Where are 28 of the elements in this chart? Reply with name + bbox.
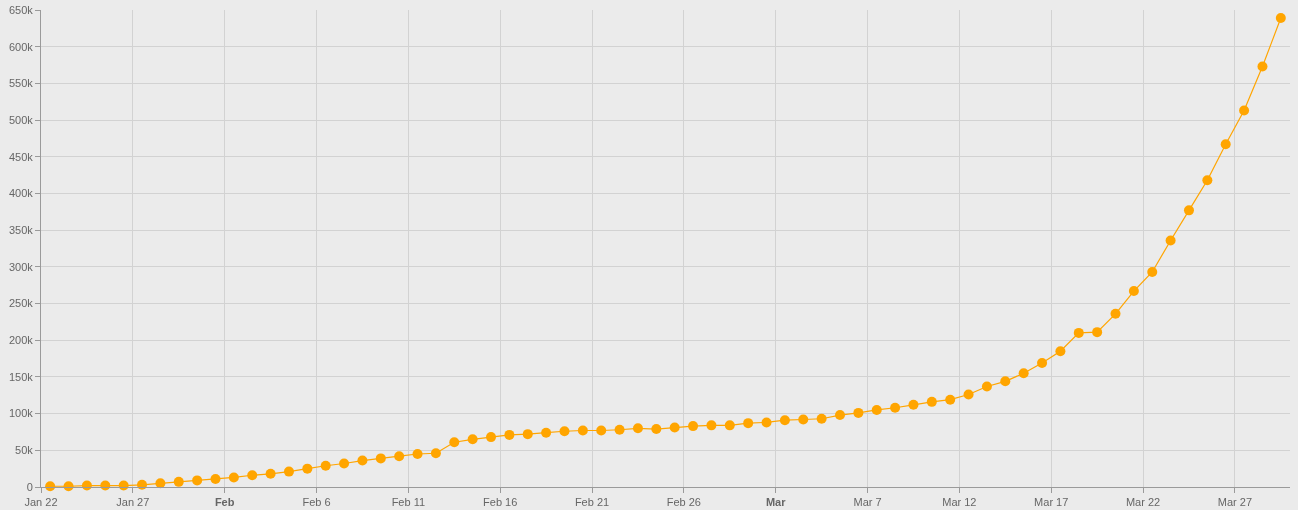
y-tick-label: 500k — [8, 113, 34, 126]
y-tick-label: 50k — [15, 444, 34, 457]
y-tick-label: 0 — [26, 480, 33, 493]
y-tick-label: 600k — [8, 40, 34, 53]
x-tick-label: Feb 6 — [302, 496, 331, 509]
x-tick-label: Jan 22 — [24, 496, 58, 509]
y-tick-label: 150k — [8, 370, 34, 383]
x-tick-label: Mar 12 — [942, 496, 977, 509]
y-tick-label: 650k — [8, 3, 34, 16]
x-tick-label: Mar 17 — [1034, 496, 1069, 509]
y-tick-label: 550k — [8, 77, 34, 90]
x-tick-label: Feb 16 — [483, 496, 518, 509]
x-tick-label: Mar 7 — [853, 496, 882, 509]
x-tick-label: Feb 26 — [666, 496, 701, 509]
x-tick-label: Feb — [214, 496, 235, 509]
x-tick-label: Mar 27 — [1217, 496, 1253, 509]
y-tick-label: 350k — [8, 224, 34, 236]
y-tick-label: 100k — [8, 407, 34, 420]
y-tick-label: 400k — [8, 187, 34, 200]
x-tick-label: Jan 27 — [116, 496, 150, 509]
x-tick-label: Mar — [765, 496, 787, 509]
x-tick-label: Feb 11 — [391, 496, 426, 509]
y-tick-label: 200k — [8, 334, 34, 347]
y-tick-label: 250k — [8, 297, 34, 310]
y-tick-label: 300k — [8, 260, 34, 273]
x-tick-label: Feb 21 — [574, 496, 610, 509]
x-tick-label: Mar 22 — [1125, 496, 1161, 509]
y-tick-label: 450k — [8, 150, 34, 163]
